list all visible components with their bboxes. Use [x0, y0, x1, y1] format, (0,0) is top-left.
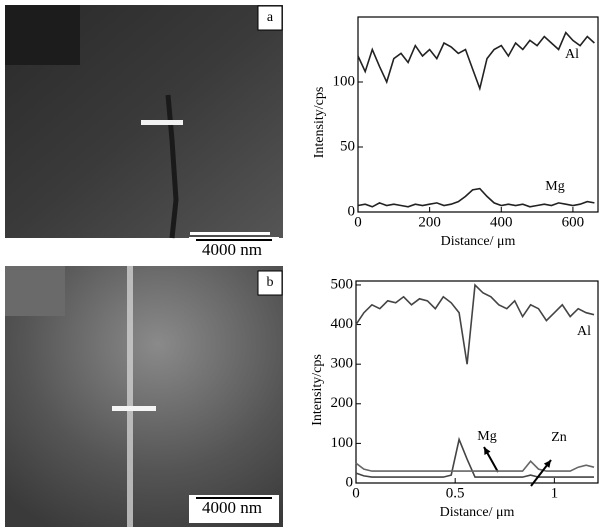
- series-label: Al: [577, 324, 591, 339]
- data-line: [355, 436, 594, 478]
- scale-bar-label: 4000 nm: [202, 498, 262, 517]
- data-line: [355, 283, 595, 365]
- x-tick-label: 600: [562, 214, 585, 230]
- y-tick-label: 0: [346, 474, 354, 490]
- scale-bar-label: 4000 nm: [202, 240, 262, 259]
- y-tick-label: 400: [331, 316, 354, 332]
- x-tick-label: 0: [354, 214, 362, 230]
- series-label: Al: [565, 47, 579, 62]
- y-tick-label: 500: [331, 276, 354, 292]
- y-tick-label: 200: [331, 395, 354, 411]
- series-label: Mg: [545, 179, 564, 194]
- plot-frame: [357, 16, 599, 213]
- micrograph-a: [5, 5, 283, 239]
- data-line: [355, 460, 595, 472]
- micrograph-b: [5, 266, 283, 527]
- y-tick-label: 0: [348, 203, 356, 219]
- arrow-head: [543, 460, 551, 468]
- panel-label-box: a 4000 nm: [189, 5, 283, 261]
- x-tick-label: 1: [551, 485, 559, 501]
- panel-label: b: [267, 275, 274, 290]
- y-tick-label: 300: [331, 356, 354, 372]
- arrow-head: [484, 447, 491, 455]
- x-axis-label: Distance/ μm: [441, 234, 516, 249]
- x-tick-label: 0.5: [446, 485, 465, 501]
- y-tick-label: 50: [340, 138, 355, 154]
- panel-label-box: b 4000 nm: [189, 270, 283, 523]
- y-axis-label: Intensity/cps: [310, 354, 325, 426]
- plot-frame: [355, 280, 599, 484]
- x-tick-label: 200: [418, 214, 441, 230]
- data-line: [357, 187, 595, 208]
- y-axis-label: Intensity/cps: [312, 87, 327, 159]
- x-tick-label: 0: [352, 485, 360, 501]
- data-line: [357, 31, 595, 92]
- y-tick-label: 100: [333, 73, 356, 89]
- y-tick-label: 100: [331, 435, 354, 451]
- series-label: Mg: [477, 429, 496, 444]
- panel-label: a: [267, 10, 274, 25]
- x-tick-label: 400: [490, 214, 513, 230]
- x-axis-label: Distance/ μm: [440, 505, 515, 520]
- series-label: Zn: [551, 430, 567, 445]
